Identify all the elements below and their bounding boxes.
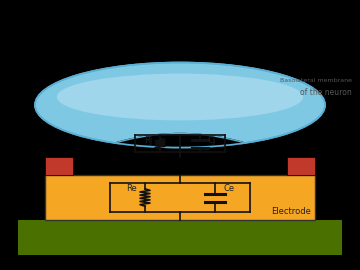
Polygon shape xyxy=(115,133,245,147)
Bar xyxy=(45,175,315,220)
Ellipse shape xyxy=(57,74,303,120)
Text: Re: Re xyxy=(126,184,137,193)
Text: Ce: Ce xyxy=(223,184,234,193)
Text: of the neuron: of the neuron xyxy=(300,88,352,97)
Text: Basolateral membrane: Basolateral membrane xyxy=(280,78,352,83)
Text: Rj: Rj xyxy=(144,136,152,145)
Text: Cj: Cj xyxy=(208,136,216,145)
Bar xyxy=(45,157,73,175)
Text: Electrode: Electrode xyxy=(271,207,311,216)
Bar xyxy=(287,157,315,175)
Bar xyxy=(18,220,342,255)
Ellipse shape xyxy=(35,62,325,147)
